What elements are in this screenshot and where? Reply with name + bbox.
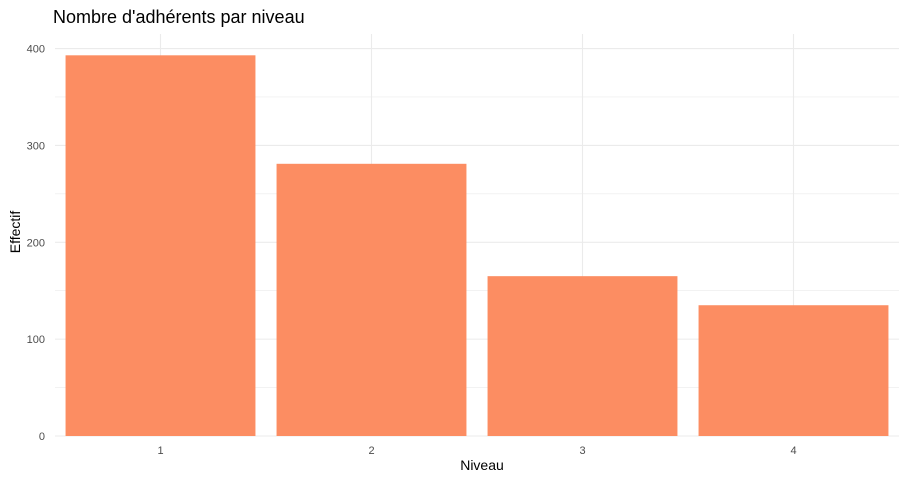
y-tick-label: 300	[27, 140, 45, 152]
bar-niveau-2	[276, 163, 467, 436]
bar-niveau-1	[65, 55, 256, 436]
y-axis-title: Effectif	[7, 211, 23, 254]
chart-title: Nombre d'adhérents par niveau	[53, 7, 305, 27]
y-tick-label: 100	[27, 334, 45, 346]
bars	[65, 55, 889, 436]
bar-niveau-4	[698, 305, 889, 436]
x-tick-label: 4	[790, 445, 796, 457]
x-tick-label: 2	[368, 445, 374, 457]
y-tick-label: 200	[27, 237, 45, 249]
x-tick-label: 3	[579, 445, 585, 457]
x-axis-title: Niveau	[460, 457, 504, 473]
bar-niveau-3	[487, 276, 678, 436]
y-tick-label: 400	[27, 44, 45, 56]
y-tick-label: 0	[39, 431, 45, 443]
x-axis-tick-labels: 1 2 3 4	[157, 445, 796, 457]
y-axis-tick-labels: 0 100 200 300 400	[27, 44, 45, 443]
x-tick-label: 1	[157, 445, 163, 457]
